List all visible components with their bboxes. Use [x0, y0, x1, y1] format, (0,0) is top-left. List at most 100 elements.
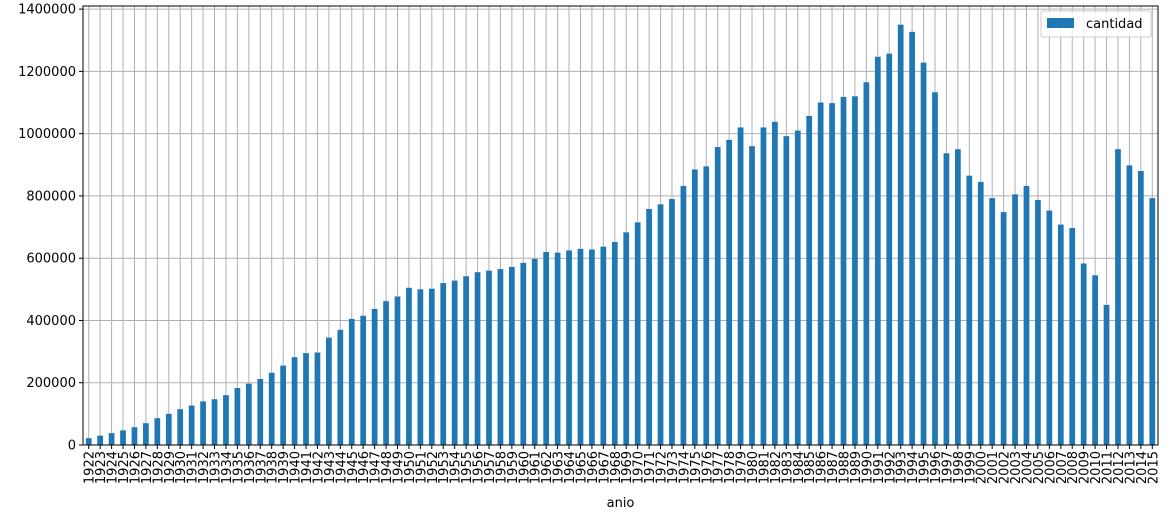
- x-tick-label-1988: 1988: [838, 451, 853, 484]
- x-tick-label-1939: 1939: [277, 451, 292, 484]
- bar-1998: [955, 149, 961, 446]
- bar-1959: [508, 266, 515, 445]
- x-tick-label-1925: 1925: [117, 451, 132, 484]
- bar-1950: [406, 287, 412, 445]
- x-tick-label-1927: 1927: [140, 451, 155, 484]
- x-tick-label-1992: 1992: [883, 451, 898, 484]
- bar-1966: [589, 249, 595, 445]
- bar-1961: [531, 258, 538, 445]
- x-tick-label-1957: 1957: [483, 451, 498, 484]
- bar-1937: [257, 378, 264, 445]
- x-tick-label-2004: 2004: [1020, 451, 1035, 484]
- x-tick-label-1996: 1996: [929, 451, 944, 484]
- bar-1971: [646, 208, 652, 445]
- x-tick-label-1954: 1954: [449, 451, 464, 484]
- bar-1981: [760, 127, 767, 445]
- y-tick-label: 1000000: [18, 127, 76, 142]
- x-tick-label-1951: 1951: [414, 451, 429, 484]
- bar-2008: [1069, 227, 1076, 445]
- bar-2004: [1023, 185, 1030, 445]
- bar-1991: [874, 56, 881, 446]
- x-tick-label-1955: 1955: [460, 451, 475, 484]
- bar-1932: [200, 401, 206, 445]
- x-tick-label-1966: 1966: [586, 451, 601, 484]
- bar-1983: [783, 136, 790, 446]
- x-tick-label-1968: 1968: [609, 451, 624, 484]
- bar-1947: [371, 308, 378, 445]
- x-tick-label-1943: 1943: [323, 451, 338, 484]
- bar-1956: [474, 272, 481, 445]
- x-tick-label-1985: 1985: [803, 451, 818, 484]
- x-tick-label-1967: 1967: [597, 451, 612, 484]
- bar-1996: [932, 92, 938, 446]
- bar-1985: [806, 115, 813, 445]
- bar-1960: [520, 262, 527, 445]
- bar-1935: [234, 388, 241, 445]
- bar-1992: [886, 53, 893, 445]
- x-tick-label-1999: 1999: [963, 451, 978, 484]
- bar-2014: [1137, 171, 1144, 445]
- bar-1954: [451, 280, 458, 445]
- grid-lines: [83, 6, 1158, 446]
- x-tick-label-1977: 1977: [712, 451, 727, 484]
- bar-1957: [486, 270, 492, 445]
- bar-1939: [280, 365, 286, 445]
- x-tick-label-1976: 1976: [700, 451, 715, 484]
- y-tick-label: 1200000: [18, 65, 76, 80]
- bar-1968: [611, 242, 618, 445]
- x-tick-label-1970: 1970: [632, 451, 647, 484]
- x-tick-label-1922: 1922: [83, 451, 98, 484]
- x-tick-label-1993: 1993: [895, 451, 910, 484]
- bar-2015: [1149, 198, 1156, 445]
- bar-2000: [977, 181, 984, 445]
- x-tick-label-1990: 1990: [860, 451, 875, 484]
- bar-1941: [303, 353, 309, 445]
- x-tick-label-1989: 1989: [849, 451, 864, 484]
- bar-1963: [554, 252, 561, 445]
- x-tick-label-1995: 1995: [918, 451, 933, 484]
- bar-1962: [543, 251, 550, 445]
- bar-1934: [223, 395, 229, 445]
- x-tick-label-2003: 2003: [1009, 451, 1024, 484]
- x-tick-label-2000: 2000: [975, 451, 990, 484]
- x-tick-label-1941: 1941: [300, 451, 315, 484]
- bar-2011: [1103, 304, 1110, 445]
- bar-1967: [600, 246, 607, 445]
- x-tick-label-1940: 1940: [289, 451, 304, 484]
- bar-1928: [154, 418, 161, 445]
- x-tick-label-1947: 1947: [369, 451, 384, 484]
- bar-1976: [703, 166, 710, 445]
- bar-1965: [577, 248, 584, 445]
- bar-1933: [211, 399, 218, 445]
- legend-swatch: [1047, 18, 1074, 28]
- bars: [85, 24, 1156, 446]
- x-tick-label-1938: 1938: [266, 451, 281, 484]
- x-tick-label-1984: 1984: [792, 451, 807, 484]
- x-tick-label-2001: 2001: [986, 451, 1001, 484]
- bar-1982: [772, 121, 778, 445]
- x-tick-label-1969: 1969: [620, 451, 635, 484]
- x-tick-label-1997: 1997: [940, 451, 955, 484]
- bar-1988: [840, 96, 847, 445]
- x-axis-label: anio: [607, 496, 635, 511]
- plot-frame: [82, 5, 1159, 446]
- x-tick-label-1994: 1994: [906, 451, 921, 484]
- bar-1953: [440, 283, 447, 445]
- x-tick-label-2008: 2008: [1066, 451, 1081, 484]
- bar-1984: [794, 130, 801, 445]
- bar-1975: [691, 169, 698, 445]
- bar-1922: [85, 438, 92, 445]
- x-tick-label-1981: 1981: [757, 451, 772, 484]
- x-tick-label-1980: 1980: [746, 451, 761, 484]
- x-tick-label-1950: 1950: [403, 451, 418, 484]
- bar-2009: [1080, 263, 1087, 445]
- x-axis-ticks: 1922192319241925192619271928192919301931…: [83, 445, 1161, 484]
- bar-1993: [897, 24, 904, 446]
- x-tick-label-1949: 1949: [391, 451, 406, 484]
- x-tick-label-1924: 1924: [106, 451, 121, 484]
- x-tick-label-1958: 1958: [494, 451, 509, 484]
- bar-1943: [326, 337, 332, 445]
- bar-1964: [566, 250, 572, 445]
- bar-2001: [989, 198, 996, 445]
